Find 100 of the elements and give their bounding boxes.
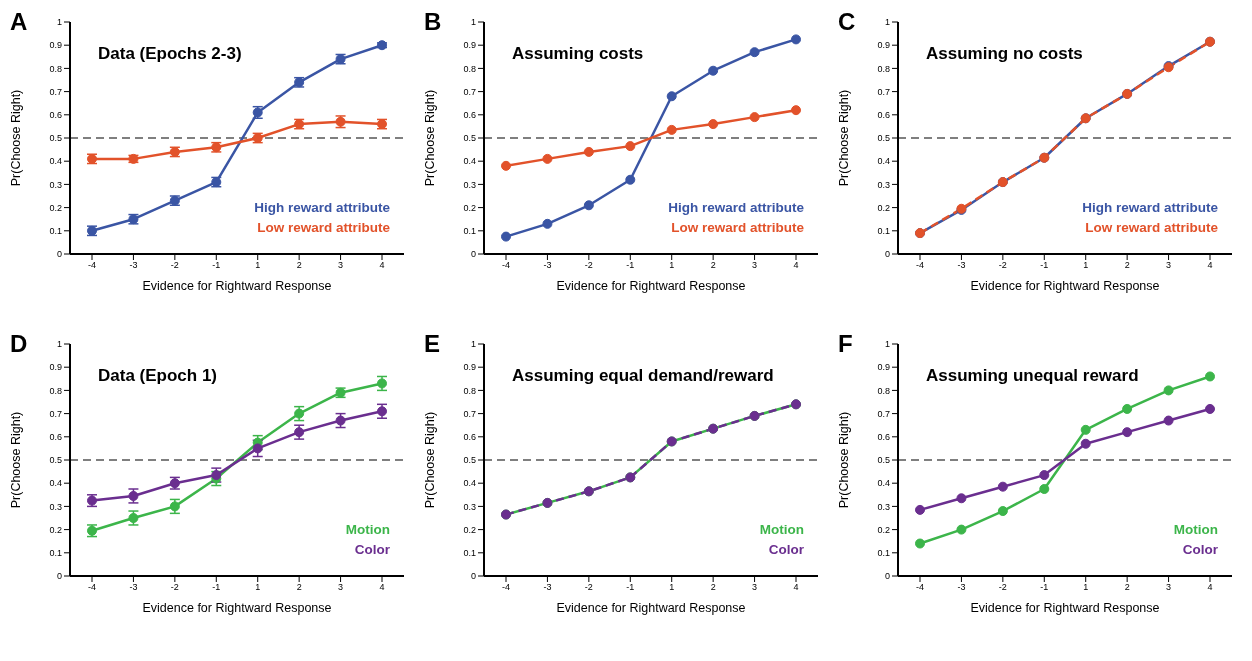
x-tick-label: 3 bbox=[338, 582, 344, 593]
x-tick-label: 4 bbox=[793, 260, 799, 271]
text: Assuming equal demand/reward bbox=[512, 366, 774, 386]
y-tick-label: 0 bbox=[56, 571, 62, 582]
y-tick-label: 0.6 bbox=[463, 110, 476, 120]
text: Low reward attribute bbox=[1084, 219, 1218, 237]
text: Data (Epochs 2-3) bbox=[98, 44, 242, 64]
y-tick-label: 1 bbox=[56, 17, 62, 28]
y-tick-label: 0.6 bbox=[49, 431, 62, 442]
y-tick-label: 0.3 bbox=[463, 501, 476, 512]
y-tick-label: 0.3 bbox=[463, 179, 476, 190]
y-tick-label: 0.9 bbox=[49, 40, 62, 51]
text: F bbox=[838, 330, 853, 358]
x-tick-label: -1 bbox=[1040, 260, 1049, 271]
text: Motion bbox=[1173, 521, 1218, 539]
x-tick-label: -2 bbox=[998, 260, 1007, 271]
y-tick-label: 0.6 bbox=[877, 431, 890, 442]
x-tick-label: 2 bbox=[296, 260, 302, 271]
y-tick-label: 0 bbox=[884, 249, 890, 260]
text: Data (Epoch 1) bbox=[98, 366, 218, 386]
x-tick-label: 4 bbox=[793, 582, 799, 593]
x-tick-label: -2 bbox=[998, 582, 1007, 593]
x-tick-label: 2 bbox=[1124, 260, 1130, 271]
y-axis-title: Pr(Choose Right) bbox=[837, 89, 852, 187]
y-tick-label: 0.1 bbox=[877, 547, 890, 558]
x-tick-label: -2 bbox=[584, 582, 593, 593]
y-tick-label: 0 bbox=[470, 249, 476, 260]
x-tick-label: -4 bbox=[915, 260, 925, 271]
text: E bbox=[424, 330, 441, 358]
x-tick-label: -3 bbox=[957, 582, 966, 593]
y-tick-label: 0 bbox=[56, 249, 62, 260]
x-tick-label: -4 bbox=[87, 582, 97, 593]
y-axis-title: Pr(Choose Right) bbox=[423, 89, 438, 187]
x-tick-label: 4 bbox=[379, 582, 385, 593]
text: A bbox=[10, 8, 28, 36]
x-tick-label: -4 bbox=[501, 260, 511, 271]
y-tick-label: 0.2 bbox=[49, 202, 62, 213]
x-tick-label: -4 bbox=[87, 260, 97, 271]
y-tick-label: 0.2 bbox=[877, 202, 890, 213]
text: Color bbox=[353, 541, 390, 559]
y-tick-label: 0.7 bbox=[463, 408, 476, 419]
text: Motion bbox=[759, 521, 804, 539]
y-tick-label: 0.8 bbox=[463, 63, 476, 74]
x-tick-label: 4 bbox=[1207, 582, 1213, 593]
y-tick-label: 0.5 bbox=[877, 455, 890, 466]
y-tick-label: 0.2 bbox=[877, 524, 890, 535]
y-axis-title: Pr(Choose Right) bbox=[9, 411, 24, 509]
y-tick-label: 1 bbox=[470, 339, 476, 350]
y-tick-label: 0 bbox=[470, 571, 476, 582]
x-axis-title: Evidence for Rightward Response bbox=[142, 279, 332, 293]
x-tick-label: 3 bbox=[1166, 260, 1172, 271]
x-tick-label: 4 bbox=[379, 260, 385, 271]
x-tick-label: -3 bbox=[129, 582, 138, 593]
x-tick-label: 1 bbox=[255, 260, 261, 271]
y-tick-label: 0.9 bbox=[49, 362, 62, 373]
x-tick-label: 3 bbox=[1166, 582, 1172, 593]
x-tick-label: 3 bbox=[752, 260, 758, 271]
y-tick-label: 0.8 bbox=[49, 385, 62, 396]
y-tick-label: 0.7 bbox=[49, 86, 62, 97]
x-axis-title: Evidence for Rightward Response bbox=[556, 279, 746, 293]
y-tick-label: 0.6 bbox=[49, 110, 62, 120]
text: Assuming costs bbox=[512, 44, 644, 64]
y-tick-label: 0.5 bbox=[49, 455, 62, 466]
text: Color bbox=[1181, 541, 1218, 559]
y-tick-label: 0.9 bbox=[877, 362, 890, 373]
y-tick-label: 0.5 bbox=[463, 455, 476, 466]
x-tick-label: -4 bbox=[501, 582, 511, 593]
y-tick-label: 0.1 bbox=[49, 226, 62, 236]
y-axis-title: Pr(Choose Right) bbox=[9, 89, 24, 187]
x-tick-label: 1 bbox=[255, 582, 261, 593]
y-tick-label: 0.2 bbox=[463, 524, 476, 535]
y-tick-label: 1 bbox=[470, 17, 476, 28]
y-tick-label: 0.7 bbox=[877, 86, 890, 97]
y-tick-label: 0.1 bbox=[49, 547, 62, 558]
y-tick-label: 0.4 bbox=[877, 478, 890, 489]
y-tick-label: 0.9 bbox=[463, 40, 476, 51]
x-tick-label: 1 bbox=[669, 260, 675, 271]
y-tick-label: 0.3 bbox=[877, 179, 890, 190]
x-tick-label: -2 bbox=[170, 260, 179, 271]
y-tick-label: 1 bbox=[56, 339, 62, 350]
y-tick-label: 0.4 bbox=[877, 156, 890, 167]
y-tick-label: 0.2 bbox=[49, 524, 62, 535]
text: Low reward attribute bbox=[670, 219, 804, 237]
y-tick-label: 0.5 bbox=[877, 133, 890, 144]
x-tick-label: -3 bbox=[543, 260, 552, 271]
x-tick-label: 2 bbox=[710, 582, 716, 593]
y-tick-label: 0.6 bbox=[877, 110, 890, 120]
y-tick-label: 0.1 bbox=[463, 226, 476, 236]
y-tick-label: 0.4 bbox=[463, 478, 476, 489]
x-tick-label: -3 bbox=[129, 260, 138, 271]
y-tick-label: 0.8 bbox=[877, 63, 890, 74]
x-tick-label: -1 bbox=[626, 582, 635, 593]
y-tick-label: 0.7 bbox=[49, 408, 62, 419]
y-tick-label: 0.9 bbox=[463, 362, 476, 373]
x-tick-label: -3 bbox=[957, 260, 966, 271]
y-tick-label: 0.5 bbox=[463, 133, 476, 144]
x-tick-label: 1 bbox=[1083, 260, 1089, 271]
y-tick-label: 0.5 bbox=[49, 133, 62, 144]
x-tick-label: -1 bbox=[1040, 582, 1049, 593]
y-tick-label: 1 bbox=[884, 17, 890, 28]
